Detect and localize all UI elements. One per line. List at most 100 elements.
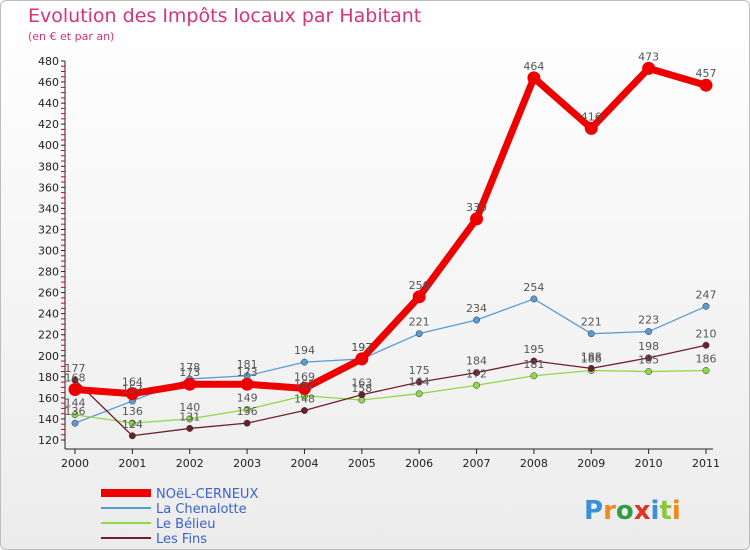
x-tick-label: 2008 [520, 457, 548, 470]
y-tick-label: 280 [38, 266, 59, 279]
data-point [297, 381, 311, 395]
data-point [412, 290, 426, 304]
data-point [530, 295, 538, 303]
data-label: 186 [696, 353, 717, 366]
data-point [587, 330, 595, 338]
data-label: 223 [638, 314, 659, 327]
data-label: 256 [409, 279, 430, 292]
y-tick-label: 440 [38, 97, 59, 110]
data-point [642, 61, 656, 75]
data-point [128, 419, 136, 427]
data-label: 131 [179, 410, 200, 423]
data-point [301, 358, 308, 366]
data-point [128, 432, 136, 440]
data-label: 181 [523, 358, 544, 371]
data-label: 198 [638, 340, 659, 353]
series-line [71, 64, 710, 398]
x-tick-label: 2010 [635, 457, 663, 470]
data-label: 197 [351, 341, 372, 354]
data-label: 197 [351, 341, 372, 354]
data-label: 186 [581, 353, 602, 366]
legend-label: Le Bélieu [156, 517, 216, 532]
data-point [702, 302, 710, 310]
series-line [74, 298, 707, 424]
legend-label: La Chenalotte [156, 502, 247, 517]
data-point [587, 364, 595, 372]
data-point [645, 354, 653, 362]
legend-label: Les Fins [156, 532, 207, 547]
y-tick-label: 120 [38, 434, 59, 447]
data-point [699, 78, 713, 92]
data-label: 172 [466, 367, 487, 380]
y-tick-label: 320 [38, 223, 59, 236]
data-label: 148 [294, 393, 315, 406]
data-label: 169 [294, 370, 315, 383]
x-tick-label: 2006 [405, 457, 433, 470]
data-point [71, 411, 79, 419]
data-point [530, 372, 538, 380]
data-point [473, 369, 480, 377]
data-point [470, 212, 484, 226]
x-tick-label: 2009 [577, 457, 605, 470]
data-point [645, 368, 653, 376]
series-line [74, 344, 707, 437]
chart-title: Evolution des Impôts locaux par Habitant [28, 5, 422, 27]
data-point [240, 377, 254, 391]
y-tick-label: 420 [38, 118, 59, 131]
x-tick-label: 2011 [692, 457, 720, 470]
data-point [243, 419, 251, 427]
y-tick-label: 240 [38, 308, 59, 321]
data-label: 221 [409, 316, 430, 329]
data-label: 234 [466, 302, 487, 315]
x-tick-label: 2004 [290, 457, 318, 470]
y-tick-label: 200 [38, 350, 59, 363]
data-point [645, 328, 653, 336]
data-point [473, 316, 480, 324]
x-tick-label: 2002 [176, 457, 204, 470]
x-tick-label: 2003 [233, 457, 261, 470]
data-label: 247 [696, 288, 717, 301]
y-tick-label: 400 [38, 139, 59, 152]
x-tick-label: 2001 [118, 457, 146, 470]
data-point [186, 424, 194, 432]
data-label: 164 [122, 376, 143, 389]
data-label: 136 [65, 405, 86, 418]
data-label: 195 [523, 343, 544, 356]
data-label: 181 [237, 358, 258, 371]
y-tick-label: 300 [38, 245, 59, 258]
data-point [186, 415, 194, 423]
y-tick-label: 180 [38, 371, 59, 384]
data-point [301, 407, 308, 414]
data-point [702, 367, 710, 374]
y-tick-label: 160 [38, 392, 59, 405]
data-label: 124 [122, 418, 143, 431]
data-label: 330 [466, 201, 487, 214]
data-point [530, 357, 538, 365]
data-point [355, 352, 369, 366]
data-point [125, 387, 139, 401]
chart-subtitle: (en € et par an) [28, 30, 115, 43]
x-tick-label: 2005 [348, 457, 376, 470]
data-label: 177 [65, 362, 86, 375]
data-label: 140 [179, 401, 200, 414]
data-label: 464 [523, 60, 544, 73]
y-tick-label: 480 [38, 55, 59, 68]
data-label: 173 [237, 366, 258, 379]
data-point [415, 330, 423, 338]
data-label: 184 [466, 355, 487, 368]
y-tick-label: 460 [38, 76, 59, 89]
legend-label: NOëL-CERNEUX [156, 487, 258, 502]
data-label: 158 [351, 382, 372, 395]
data-label: 168 [65, 371, 86, 384]
y-tick-label: 340 [38, 202, 59, 215]
data-label: 144 [65, 397, 86, 410]
data-point [183, 377, 197, 391]
data-point [473, 381, 480, 389]
data-label: 163 [351, 377, 372, 390]
data-label: 188 [581, 350, 602, 363]
data-label: 178 [179, 361, 200, 374]
data-label: 157 [122, 383, 143, 396]
data-label: 164 [409, 376, 430, 389]
